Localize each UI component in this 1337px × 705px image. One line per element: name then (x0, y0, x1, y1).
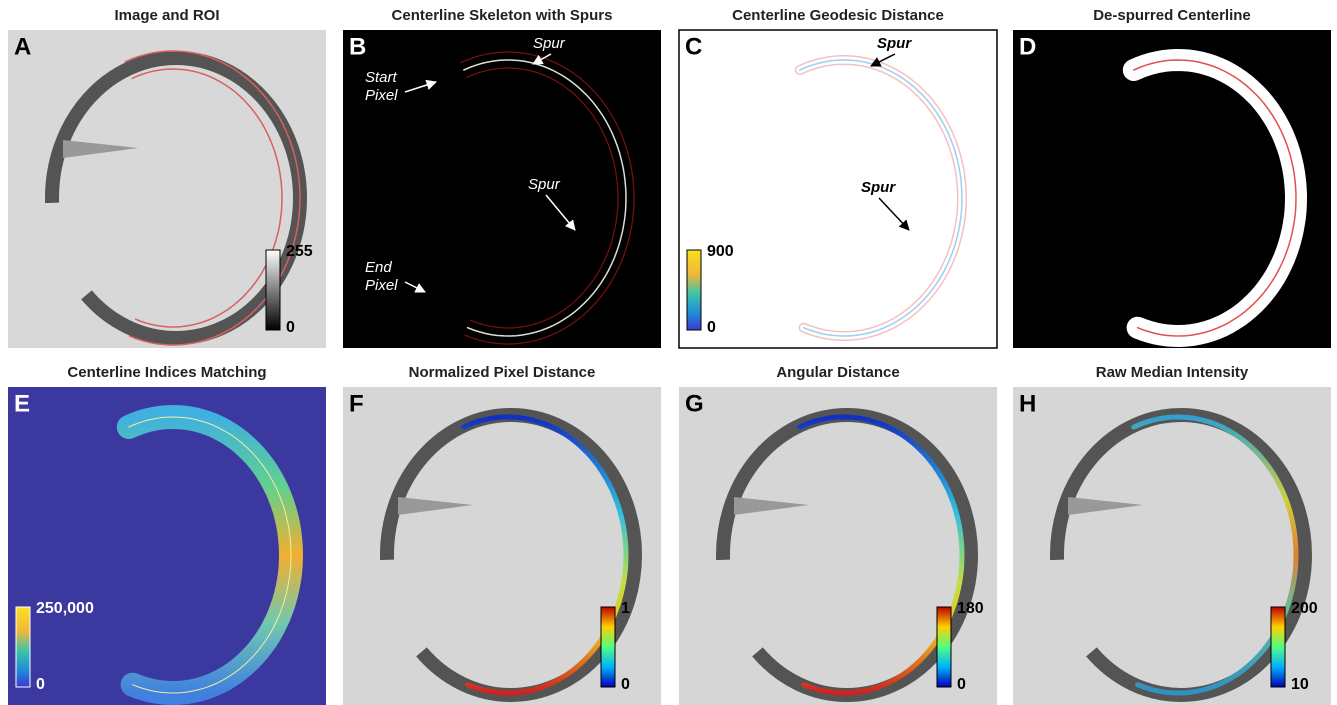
annotation: Pixel (365, 87, 398, 104)
colorbar (1271, 607, 1285, 687)
colorbar (687, 250, 701, 330)
colorbar-max: 900 (707, 243, 734, 260)
panel-letter: H (1019, 390, 1036, 417)
panel: F 1 0 (343, 387, 661, 705)
colorbar-max: 200 (1291, 600, 1318, 617)
annotation: Start (365, 69, 398, 86)
panel-title: Image and ROI (114, 7, 219, 24)
colorbar-min: 10 (1291, 676, 1309, 693)
annotation: End (365, 259, 392, 276)
panel-letter: C (685, 33, 702, 60)
panel-image (679, 30, 997, 348)
annotation: Spur (861, 179, 896, 196)
panel-title: Angular Distance (776, 364, 899, 381)
colorbar-max: 180 (957, 600, 984, 617)
annotation: Pixel (365, 277, 398, 294)
figure: Image and ROI A 255 0 Centerline Skeleton wi… (0, 0, 1337, 705)
panel-letter: A (14, 33, 31, 60)
panel-letter: D (1019, 33, 1036, 60)
colorbar (266, 250, 280, 330)
annotation: Spur (533, 35, 566, 52)
colorbar-min: 0 (286, 319, 295, 336)
panel-letter: E (14, 390, 30, 417)
panel-letter: G (685, 390, 704, 417)
annotation: Spur (877, 35, 912, 52)
colorbar (16, 607, 30, 687)
panel: E 250,000 0 (8, 387, 326, 705)
panel-letter: B (349, 33, 366, 60)
panel-title: Normalized Pixel Distance (409, 364, 596, 381)
panel-title: Centerline Geodesic Distance (732, 7, 944, 24)
panel: G 180 0 (679, 387, 997, 705)
panel-image (1013, 30, 1331, 348)
panel-letter: F (349, 390, 364, 417)
colorbar-min: 0 (707, 319, 716, 336)
colorbar-max: 250,000 (36, 600, 94, 617)
colorbar-max: 1 (621, 600, 630, 617)
colorbar (601, 607, 615, 687)
colorbar-max: 255 (286, 243, 313, 260)
colorbar-min: 0 (36, 676, 45, 693)
panel: D (1013, 30, 1331, 348)
panel-title: Raw Median Intensity (1096, 364, 1249, 381)
panel-title: Centerline Indices Matching (67, 364, 266, 381)
panel-title: De-spurred Centerline (1093, 7, 1251, 24)
panel: A 255 0 (8, 30, 326, 348)
panel: H 200 10 (1013, 387, 1331, 705)
panel-title: Centerline Skeleton with Spurs (392, 7, 613, 24)
colorbar (937, 607, 951, 687)
annotation: Spur (528, 176, 561, 193)
colorbar-min: 0 (957, 676, 966, 693)
panel-image (8, 387, 326, 705)
colorbar-min: 0 (621, 676, 630, 693)
panel: C 900 0 Spur Spur (679, 30, 997, 348)
